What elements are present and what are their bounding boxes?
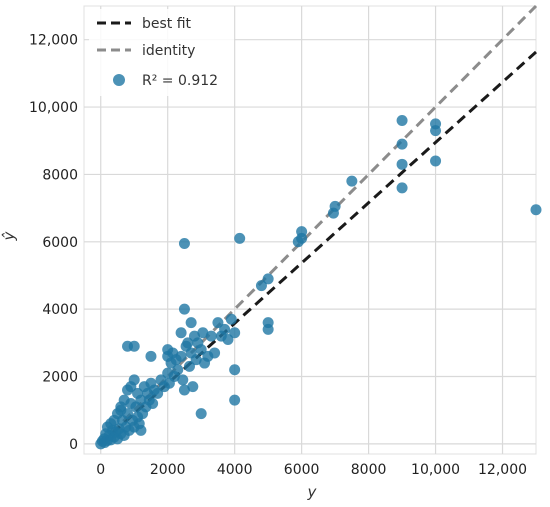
- data-point: [396, 115, 408, 127]
- data-point: [396, 158, 408, 170]
- data-point: [135, 424, 147, 436]
- data-point: [147, 397, 159, 409]
- y-tick-label: 10,000: [29, 100, 78, 116]
- data-point: [195, 408, 207, 420]
- data-point: [396, 138, 408, 150]
- data-point: [172, 364, 184, 376]
- legend-r2-marker: [113, 74, 125, 86]
- data-point: [219, 323, 231, 335]
- data-point: [296, 232, 308, 244]
- data-point: [175, 350, 187, 362]
- data-point: [229, 327, 241, 339]
- data-point: [262, 323, 274, 335]
- x-tick-label: 2000: [150, 462, 186, 478]
- data-point: [329, 200, 341, 212]
- data-point: [178, 384, 190, 396]
- data-point: [178, 303, 190, 315]
- data-point: [430, 125, 442, 137]
- data-point: [222, 333, 234, 345]
- data-point: [225, 313, 237, 325]
- data-point: [209, 347, 221, 359]
- y-axis-label: ŷ: [0, 230, 18, 241]
- y-tick-label: 2000: [42, 370, 78, 386]
- data-point: [183, 360, 195, 372]
- legend-r2-label: R² = 0.912: [142, 73, 218, 89]
- y-tick-label: 6000: [42, 235, 78, 251]
- y-tick-label: 8000: [42, 167, 78, 183]
- y-axis-ticks: 0 2000 4000 6000 8000 10,000 12,000: [29, 33, 78, 453]
- y-tick-label: 12,000: [29, 33, 78, 49]
- data-point: [197, 327, 209, 339]
- data-point: [185, 317, 197, 329]
- legend-best-fit-label: best fit: [142, 16, 192, 32]
- x-axis-ticks: 0 2000 4000 6000 8000 10,000 12,000: [96, 462, 527, 478]
- data-point: [262, 273, 274, 285]
- data-point: [190, 354, 202, 366]
- x-tick-label: 10,000: [411, 462, 460, 478]
- data-point: [346, 175, 358, 187]
- data-point: [205, 330, 217, 342]
- data-point: [195, 344, 207, 356]
- legend: best fit identity R² = 0.912: [89, 9, 234, 96]
- data-point: [182, 337, 194, 349]
- data-point: [212, 317, 224, 329]
- data-point: [177, 374, 189, 386]
- data-point: [175, 327, 187, 339]
- data-point: [178, 237, 190, 249]
- data-point: [187, 381, 199, 393]
- data-point: [162, 344, 174, 356]
- y-tick-label: 4000: [42, 302, 78, 318]
- data-point: [229, 364, 241, 376]
- data-point: [145, 350, 157, 362]
- x-tick-label: 6000: [284, 462, 320, 478]
- data-point: [430, 155, 442, 167]
- legend-identity-label: identity: [142, 43, 195, 59]
- data-point: [115, 404, 127, 416]
- data-point: [530, 204, 542, 216]
- data-point: [234, 232, 246, 244]
- x-tick-label: 12,000: [478, 462, 527, 478]
- data-point: [122, 340, 134, 352]
- x-tick-label: 0: [96, 462, 105, 478]
- data-point: [396, 182, 408, 194]
- x-axis-label: y: [307, 483, 318, 501]
- data-point: [255, 280, 267, 292]
- y-tick-label: 0: [69, 437, 78, 453]
- x-tick-label: 8000: [351, 462, 387, 478]
- data-point: [152, 387, 164, 399]
- x-tick-label: 4000: [217, 462, 253, 478]
- data-points: [95, 115, 542, 450]
- data-point: [128, 374, 140, 386]
- data-point: [229, 394, 241, 406]
